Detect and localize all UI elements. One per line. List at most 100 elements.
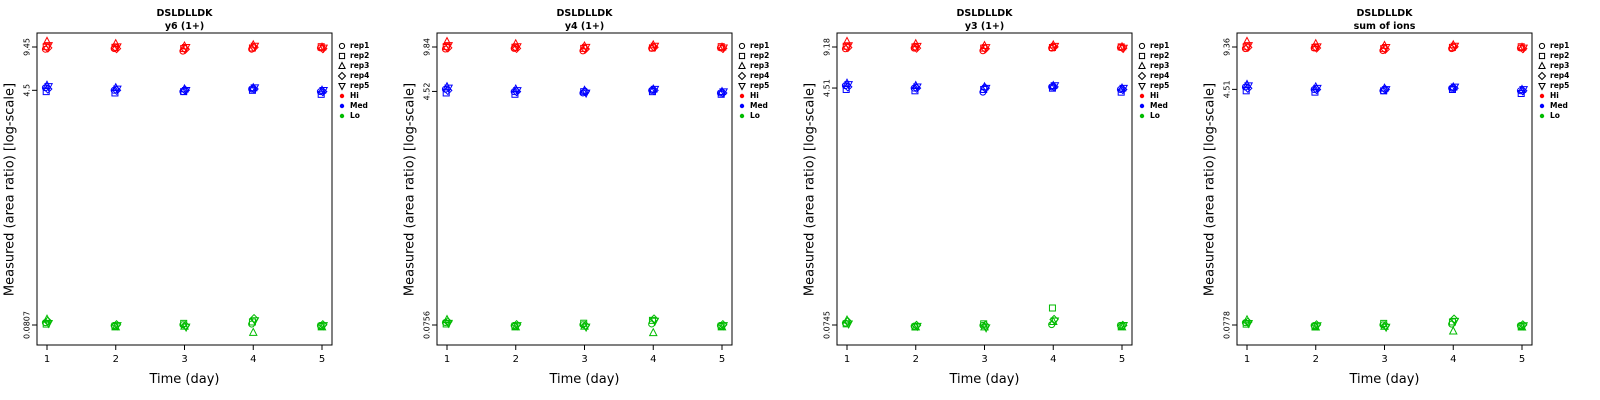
triangle-down-marker [1119, 44, 1129, 54]
square-marker [1048, 304, 1056, 312]
legend-label: rep4 [1150, 71, 1170, 80]
plot-frame [436, 32, 733, 346]
legend-label: Lo [750, 111, 760, 120]
legend-item-rep4: rep4 [1137, 71, 1169, 81]
triangle-down-marker [1538, 83, 1546, 91]
square-marker [648, 316, 656, 324]
triangle-down-marker [1244, 42, 1254, 51]
legend-item-rep1: rep1 [337, 41, 369, 51]
chart-title: DSLDLLDK [156, 8, 213, 19]
square-marker [1538, 52, 1546, 60]
triangle-up-marker [248, 327, 258, 336]
triangle-up-icon [338, 61, 346, 69]
triangle-down-marker [1050, 42, 1060, 52]
legend-item-rep2: rep2 [737, 51, 769, 61]
square-icon [338, 52, 346, 60]
legend-item-hi: Hi [1137, 91, 1169, 101]
diamond-marker [1537, 71, 1547, 81]
y-tick-label: 4.51 [823, 79, 832, 97]
x-tick-label: 5 [319, 354, 325, 365]
circle-icon [1138, 42, 1146, 50]
triangle-down-marker [650, 42, 660, 52]
dot-marker [739, 103, 745, 109]
chart-panel-y3: 1 2 3 4 5 9.18 4.51 0.0745 DSLDLLDK y3 (1+) Mea… [800, 0, 1200, 400]
x-tick-label: 5 [1119, 354, 1125, 365]
chart-subtitle: y3 (1+) [964, 21, 1005, 32]
dot-icon [1139, 93, 1145, 99]
triangle-down-icon [738, 83, 746, 91]
triangle-down-marker [444, 319, 454, 329]
triangle-down-marker [319, 86, 329, 96]
triangle-up-marker [338, 61, 346, 69]
triangle-up-marker [1311, 38, 1321, 48]
diamond-marker [180, 85, 191, 96]
x-tick-label: 4 [1450, 354, 1456, 365]
plot-frame [36, 32, 333, 346]
legend-item-hi: Hi [1537, 91, 1569, 101]
legend-label: Hi [350, 91, 359, 100]
x-tick-label: 3 [1381, 354, 1387, 365]
diamond-icon [1137, 71, 1147, 81]
triangle-down-marker [444, 84, 454, 94]
dot-marker [1539, 113, 1545, 119]
x-axis-label: Time (day) [1349, 372, 1420, 387]
y-tick-label: 4.51 [1223, 80, 1232, 98]
chart-panel-sum: 1 2 3 4 5 9.36 4.51 0.0778 DSLDLLDK sum of ions… [1200, 0, 1600, 400]
triangle-down-marker [1119, 322, 1129, 331]
dot-icon [1139, 113, 1145, 119]
x-tick-label: 5 [1519, 354, 1525, 365]
triangle-down-marker [1519, 86, 1529, 95]
legend-label: Hi [1550, 91, 1559, 100]
chart-subtitle: sum of ions [1353, 21, 1416, 32]
x-tick-label: 3 [181, 354, 187, 365]
x-tick-label: 2 [913, 354, 919, 365]
triangle-down-marker [844, 320, 854, 329]
chart-title: DSLDLLDK [1356, 8, 1413, 19]
triangle-up-marker [648, 327, 658, 337]
triangle-down-marker [512, 43, 522, 52]
y-tick-label: 9.18 [823, 38, 832, 56]
diamond-icon [1537, 71, 1547, 81]
plot-area: 1 2 3 4 5 9.45 4.5 0.0807 [23, 32, 333, 365]
diamond-marker [980, 83, 991, 93]
circle-marker [1138, 42, 1146, 50]
plot-frame [1236, 32, 1533, 346]
legend-label: rep3 [350, 61, 370, 70]
triangle-down-marker [1450, 317, 1460, 327]
legend-item-med: Med [337, 101, 369, 111]
dot-icon [339, 113, 345, 119]
circle-marker [1538, 42, 1546, 50]
triangle-down-marker [338, 83, 346, 91]
legend-label: rep3 [1550, 61, 1570, 70]
legend-label: rep1 [350, 41, 370, 50]
triangle-down-marker [112, 43, 122, 52]
square-marker [1138, 52, 1146, 60]
dot-icon [339, 93, 345, 99]
triangle-down-icon [1538, 83, 1546, 91]
dot-marker [339, 93, 345, 99]
triangle-up-icon [738, 61, 746, 69]
triangle-down-marker [1381, 44, 1391, 53]
triangle-down-marker [250, 84, 260, 93]
plot-area: 1 2 3 4 5 9.36 4.51 0.0778 [1223, 32, 1533, 365]
triangle-down-marker [844, 81, 854, 90]
triangle-down-marker [719, 88, 729, 97]
legend-label: rep4 [1550, 71, 1570, 80]
diamond-marker [1380, 84, 1391, 95]
y-tick-label: 0.0745 [823, 311, 832, 339]
triangle-down-marker [1381, 86, 1391, 95]
legend-label: Lo [350, 111, 360, 120]
diamond-marker [1137, 71, 1147, 81]
legend-item-rep4: rep4 [737, 71, 769, 81]
legend-label: rep5 [1550, 81, 1570, 90]
legend-label: Med [1150, 101, 1168, 110]
diamond-marker [318, 43, 328, 54]
triangle-up-marker [111, 38, 121, 48]
square-icon [1138, 52, 1146, 60]
legend-label: rep4 [750, 71, 770, 80]
legend-item-med: Med [1537, 101, 1569, 111]
dot-icon [739, 113, 745, 119]
triangle-down-marker [1244, 320, 1254, 329]
chart-title: DSLDLLDK [956, 8, 1013, 19]
legend-label: rep1 [1550, 41, 1570, 50]
